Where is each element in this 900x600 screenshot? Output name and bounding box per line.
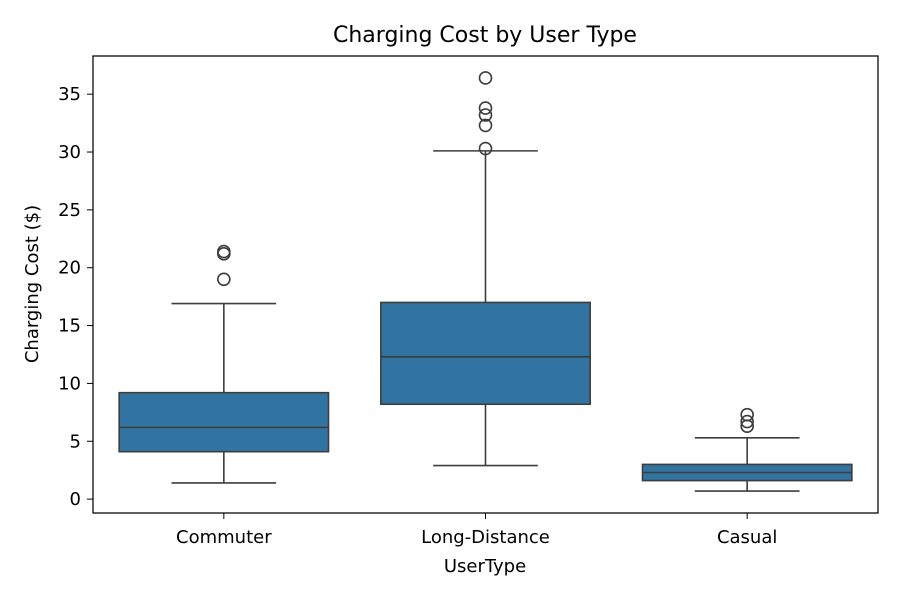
box-group-long-distance (380, 71, 591, 467)
box-group-commuter (118, 244, 330, 484)
outlier-point (478, 101, 493, 115)
y-tick-label: 20 (58, 258, 81, 279)
outlier-point (217, 244, 231, 259)
outlier-point (478, 108, 493, 122)
iqr-box (118, 391, 330, 453)
x-tick-label: Casual (717, 527, 777, 548)
x-tick-label: Long-Distance (421, 527, 550, 548)
outlier-point (740, 407, 754, 422)
y-tick-label: 30 (58, 142, 81, 163)
x-axis: Commuter Long-Distance Casual (176, 513, 777, 548)
y-tick-label: 10 (58, 373, 81, 394)
plot-area (118, 71, 853, 492)
iqr-box (380, 301, 591, 406)
box-group-casual (641, 407, 853, 492)
outlier-point (217, 272, 231, 287)
y-tick-label: 15 (58, 316, 81, 337)
outlier-point (478, 118, 493, 133)
outlier-point (478, 71, 493, 85)
outlier-point (478, 141, 493, 156)
y-tick-label: 25 (58, 200, 81, 221)
y-axis-label: Charging Cost ($) (22, 205, 43, 363)
y-tick-label: 35 (58, 84, 81, 105)
outlier-point (740, 414, 754, 429)
y-tick-label: 0 (70, 489, 81, 510)
y-tick-label: 5 (70, 431, 81, 452)
x-tick-label: Commuter (176, 527, 272, 548)
x-axis-label: UserType (444, 556, 526, 577)
y-axis: 0 5 10 15 20 25 30 35 (58, 84, 93, 510)
chart-title: Charging Cost by User Type (333, 23, 637, 48)
